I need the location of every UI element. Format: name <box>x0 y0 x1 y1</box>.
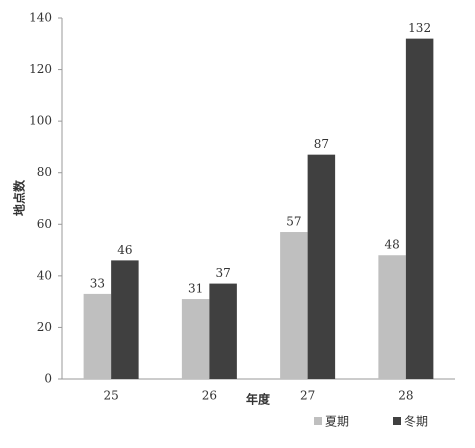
value-label: 132 <box>408 21 431 35</box>
bar <box>209 283 237 379</box>
value-label: 37 <box>215 266 230 280</box>
y-tick-label: 20 <box>37 320 52 334</box>
bar <box>307 154 336 379</box>
bar <box>280 232 308 379</box>
value-label: 33 <box>90 276 105 290</box>
y-tick-label: 140 <box>29 11 52 25</box>
legend-label: 冬期 <box>404 414 428 429</box>
legend-swatch <box>393 417 401 425</box>
value-label: 87 <box>314 137 329 151</box>
y-tick-label: 0 <box>44 372 52 386</box>
bar <box>378 255 406 379</box>
x-tick-label: 26 <box>202 389 217 403</box>
legend-label: 夏期 <box>325 415 349 429</box>
y-axis-label: 地点数 <box>12 179 27 216</box>
value-label: 31 <box>188 282 203 296</box>
x-tick-label: 27 <box>300 389 315 403</box>
y-tick-label: 80 <box>37 165 52 179</box>
x-axis-label: 年度 <box>246 392 271 407</box>
bar <box>111 260 139 379</box>
y-tick-label: 40 <box>37 268 52 282</box>
legend-swatch <box>314 417 322 425</box>
y-tick-label: 60 <box>37 217 52 231</box>
y-tick-label: 120 <box>29 62 52 76</box>
bar <box>83 293 112 379</box>
x-tick-label: 25 <box>103 389 118 403</box>
value-label: 46 <box>117 243 132 257</box>
x-tick-label: 28 <box>398 389 413 403</box>
bar <box>181 299 210 379</box>
value-label: 57 <box>286 215 301 229</box>
value-label: 48 <box>384 238 399 252</box>
bar <box>405 38 434 379</box>
y-tick-label: 100 <box>29 114 52 128</box>
